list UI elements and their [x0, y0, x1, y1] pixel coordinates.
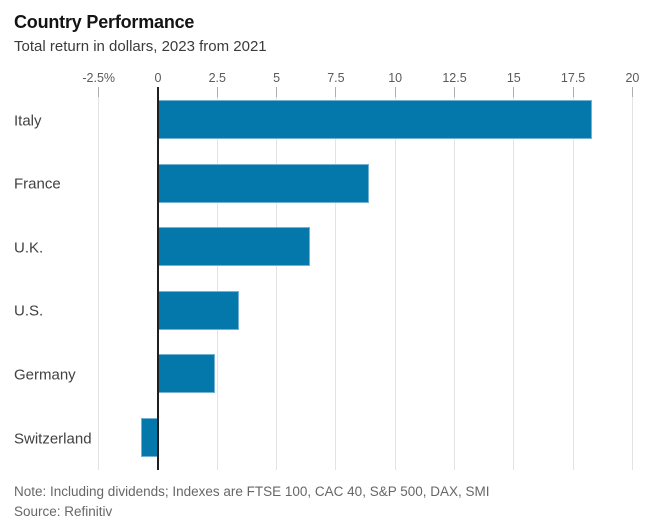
axis-tick	[98, 87, 100, 97]
x-axis-tick-label: 17.5	[560, 71, 586, 85]
bar-us	[158, 290, 239, 330]
category-label: U.K.	[14, 239, 44, 257]
x-axis-tick-label: 15	[506, 71, 521, 85]
x-axis-tick-label: 5	[273, 71, 281, 85]
x-axis-tick-label: 2.5	[208, 71, 226, 85]
gridline	[454, 87, 455, 470]
axis-tick	[335, 87, 337, 97]
chart-title: Country Performance	[14, 12, 195, 32]
gridline	[335, 87, 337, 470]
axis-tick	[454, 87, 455, 97]
category-label: Italy	[14, 112, 42, 129]
category-label: Switzerland	[14, 430, 92, 447]
x-axis-tick-label: 12.5	[442, 71, 467, 85]
gridline	[631, 87, 633, 470]
gridline	[216, 87, 218, 470]
chart-note: Note: Including dividends; Indexes are F…	[14, 484, 490, 499]
axis-tick	[631, 87, 633, 97]
bar-germany	[158, 354, 215, 394]
bar-italy	[158, 100, 593, 139]
zero-axis-line	[157, 87, 159, 470]
gridline	[513, 87, 515, 470]
zero-axis-tick	[157, 87, 159, 98]
gridline	[572, 87, 574, 470]
gridline	[98, 87, 100, 470]
bar-uk	[158, 227, 310, 267]
category-label: France	[14, 175, 61, 193]
bar-france	[158, 163, 370, 203]
chart-subtitle: Total return in dollars, 2023 from 2021	[14, 38, 267, 55]
x-axis-tick-label: -2.5%	[82, 71, 116, 85]
x-axis-tick-label: 0	[154, 71, 162, 85]
axis-tick	[216, 87, 218, 97]
category-label: Germany	[14, 366, 76, 384]
axis-tick	[394, 87, 396, 97]
category-label: U.S.	[14, 302, 44, 320]
axis-tick	[513, 87, 515, 97]
x-axis-tick-label: 10	[388, 71, 403, 85]
gridline	[276, 87, 278, 470]
axis-tick	[572, 87, 574, 97]
axis-tick	[276, 87, 278, 97]
bar-switzerland	[141, 418, 158, 457]
x-axis-tick-label: 7.5	[327, 71, 345, 85]
gridline	[394, 87, 396, 470]
chart-source: Source: Refinitiv	[14, 504, 113, 519]
x-axis-tick-label: 20	[625, 71, 640, 85]
